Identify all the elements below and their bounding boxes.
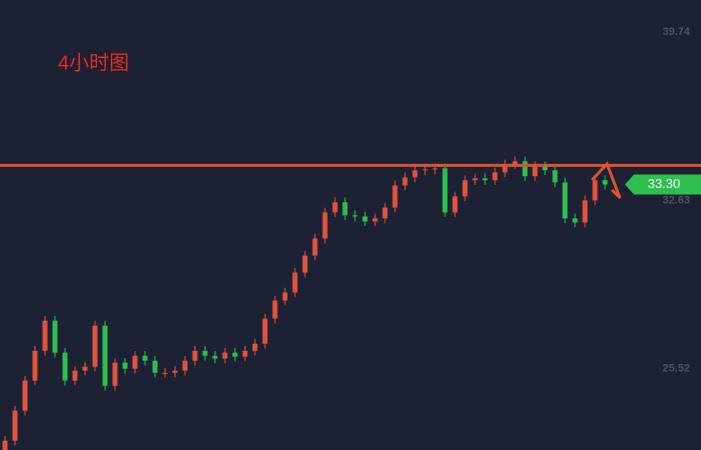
- candle-body: [312, 238, 318, 256]
- candle-body: [482, 178, 488, 181]
- y-tick-label: 32.63: [662, 194, 690, 206]
- candle-body: [162, 372, 168, 374]
- candle-body: [132, 355, 138, 369]
- candle-body: [102, 325, 108, 386]
- candle-body: [92, 325, 98, 367]
- candles: [2, 156, 608, 450]
- candle-body: [112, 362, 118, 386]
- candle-body: [552, 170, 558, 183]
- candle-body: [452, 196, 458, 213]
- candle-body: [242, 350, 248, 357]
- candle-body: [202, 350, 208, 356]
- candle-body: [52, 320, 58, 353]
- candle-body: [62, 352, 68, 381]
- price-label: 33.30: [648, 176, 681, 191]
- candle-body: [432, 168, 438, 170]
- candle-body: [512, 161, 518, 165]
- candle-body: [592, 180, 598, 201]
- candle-body: [282, 292, 288, 301]
- candle-body: [602, 180, 608, 185]
- candle-body: [352, 215, 358, 217]
- candle-body: [392, 185, 398, 208]
- candle-body: [122, 362, 128, 369]
- candle-body: [502, 164, 508, 173]
- candle-body: [182, 360, 188, 371]
- candle-body: [322, 212, 328, 239]
- candle-body: [222, 352, 228, 359]
- candle-body: [292, 272, 298, 293]
- candle-body: [22, 380, 28, 411]
- candle-body: [262, 318, 268, 344]
- candle-body: [232, 352, 238, 357]
- candle-body: [442, 168, 448, 213]
- candle-body: [42, 320, 48, 351]
- candle-body: [472, 178, 478, 181]
- y-tick-label: 39.74: [662, 26, 690, 38]
- candle-body: [522, 161, 528, 177]
- candle-body: [12, 410, 18, 441]
- candle-body: [372, 218, 378, 222]
- candle-body: [542, 166, 548, 171]
- candle-body: [2, 440, 8, 450]
- candle-body: [412, 170, 418, 178]
- candle-body: [572, 218, 578, 223]
- price-tag: [625, 174, 701, 195]
- y-tick-label: 25.52: [662, 363, 690, 375]
- candle-body: [32, 350, 38, 381]
- candle-body: [192, 350, 198, 361]
- chart-title: 4小时图: [58, 51, 129, 74]
- candle-body: [212, 355, 218, 359]
- candle-body: [462, 180, 468, 197]
- candle-body: [402, 177, 408, 186]
- candle-body: [532, 166, 538, 177]
- arrow: [590, 161, 622, 200]
- candle-body: [582, 200, 588, 223]
- candle-body: [142, 355, 148, 361]
- candle-body: [82, 366, 88, 371]
- candle-body: [362, 216, 368, 222]
- candle-body: [342, 202, 348, 216]
- candle-body: [72, 370, 78, 381]
- candle-body: [302, 255, 308, 273]
- candle-body: [562, 182, 568, 219]
- candle-body: [382, 207, 388, 219]
- candle-body: [172, 370, 178, 373]
- candle-body: [422, 169, 428, 171]
- candle-body: [252, 343, 258, 351]
- candle-body: [492, 172, 498, 181]
- candle-body: [152, 360, 158, 373]
- candle-body: [272, 300, 278, 319]
- candle-body: [332, 202, 338, 213]
